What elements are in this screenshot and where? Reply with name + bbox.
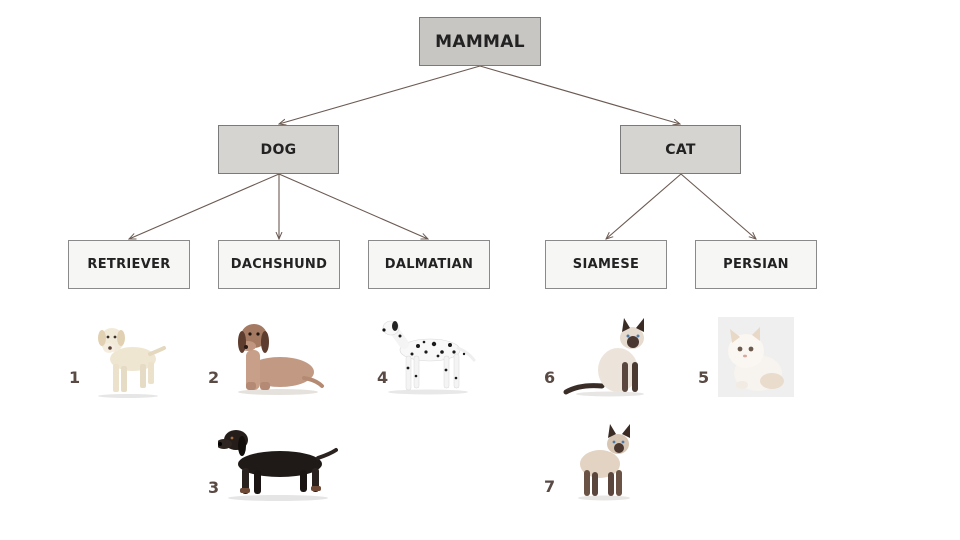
photo-number-5: 5 [698, 368, 710, 387]
edge-mammal-dog [279, 65, 481, 124]
photo-number-2: 2 [208, 368, 220, 387]
edge-cat-persian [680, 173, 756, 239]
dalmatian-photo-icon [382, 320, 476, 395]
photo-number-7: 7 [544, 477, 556, 496]
edge-dog-dalmatian [278, 173, 428, 239]
edge-mammal-cat [479, 65, 680, 124]
dachshund-tan-photo-icon [238, 324, 324, 395]
persian-kitten-photo-icon [718, 317, 794, 397]
photo-number-6: 6 [544, 368, 556, 387]
edge-dog-retriever [129, 173, 280, 239]
node-siamese: SIAMESE [545, 240, 667, 289]
node-dog: DOG [218, 125, 339, 174]
siamese-standing-photo-icon [578, 424, 630, 501]
node-retriever: RETRIEVER [68, 240, 190, 289]
dachshund-black-photo-icon [218, 430, 338, 501]
siamese-sitting-photo-icon [563, 318, 644, 397]
photo-number-1: 1 [69, 368, 81, 387]
node-cat: CAT [620, 125, 741, 174]
node-persian: PERSIAN [695, 240, 817, 289]
node-mammal: MAMMAL [419, 17, 541, 66]
node-dalmatian: DALMATIAN [368, 240, 490, 289]
photo-number-3: 3 [208, 478, 220, 497]
retriever-photo-icon [98, 328, 166, 398]
node-dachshund: DACHSHUND [218, 240, 340, 289]
photo-number-4: 4 [377, 368, 389, 387]
edge-cat-siamese [606, 173, 682, 239]
